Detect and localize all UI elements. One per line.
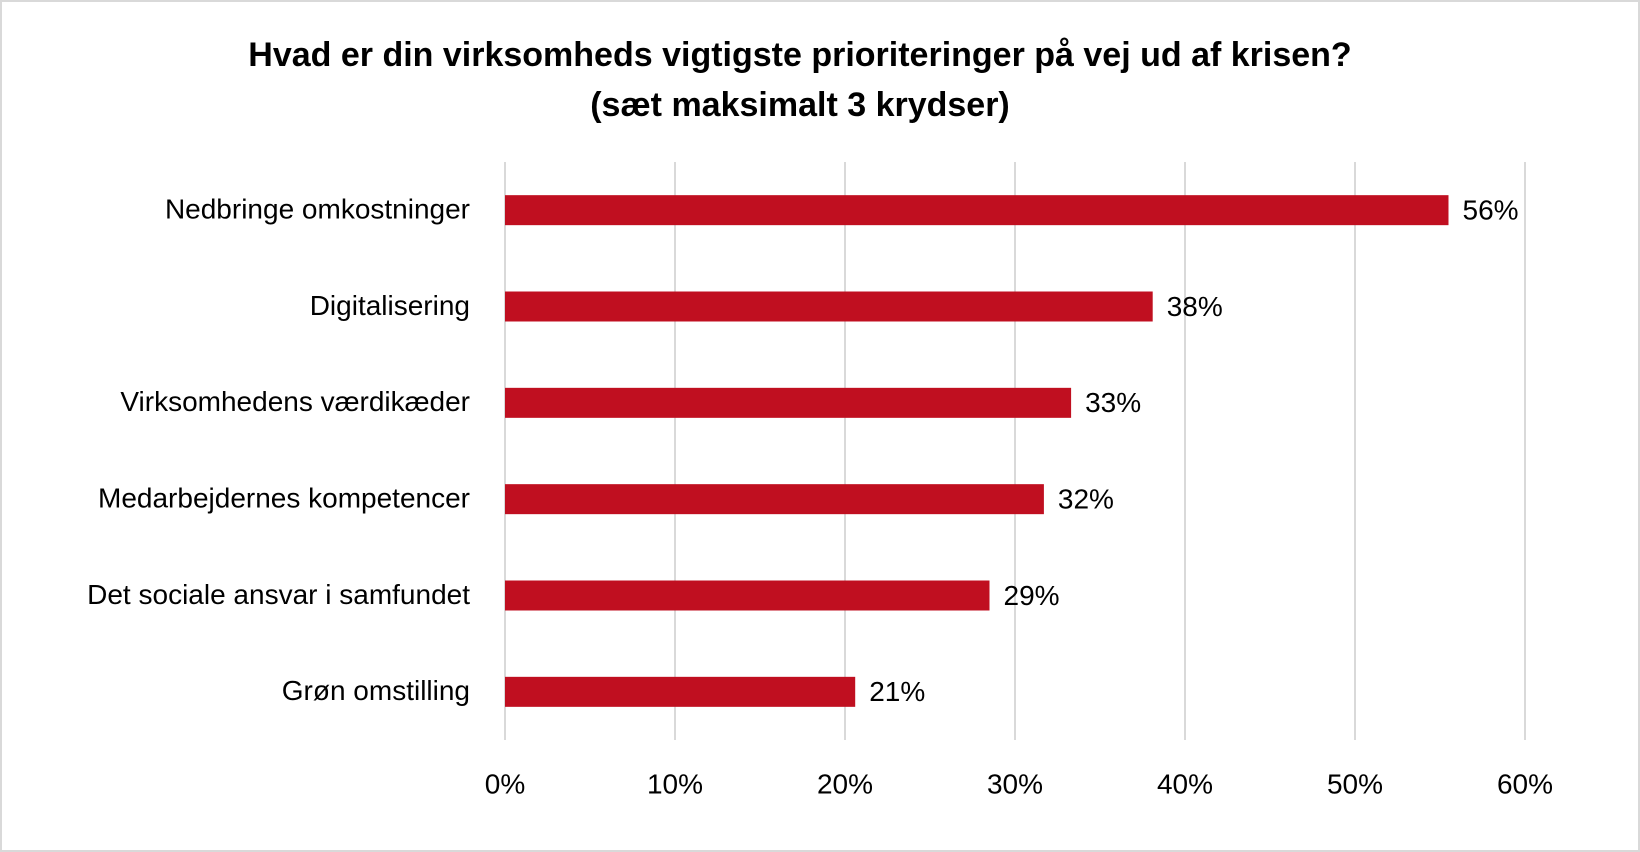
chart-title: Hvad er din virksomheds vigtigste priori… <box>248 36 1351 74</box>
bar <box>505 195 1449 226</box>
data-label: 38% <box>1167 291 1223 322</box>
bar <box>505 580 990 611</box>
y-tick-label: Grøn omstilling <box>282 675 470 706</box>
y-tick-label: Nedbringe omkostninger <box>165 194 470 225</box>
chart-subtitle: (sæt maksimalt 3 krydser) <box>590 86 1010 124</box>
bar <box>505 291 1153 322</box>
y-tick-label: Digitalisering <box>310 290 470 321</box>
data-label: 32% <box>1058 484 1114 515</box>
y-tick-label: Virksomhedens værdikæder <box>120 386 470 417</box>
data-label: 56% <box>1463 195 1519 226</box>
bar <box>505 676 856 707</box>
x-tick-label: 20% <box>817 768 873 799</box>
bar <box>505 484 1044 515</box>
data-label: 29% <box>1004 580 1060 611</box>
x-tick-label: 60% <box>1497 768 1553 799</box>
x-tick-label: 0% <box>485 768 525 799</box>
data-label: 33% <box>1085 387 1141 418</box>
bar <box>505 387 1072 418</box>
y-tick-label: Medarbejdernes kompetencer <box>98 483 470 514</box>
x-tick-label: 10% <box>647 768 703 799</box>
x-tick-label: 30% <box>987 768 1043 799</box>
x-tick-label: 50% <box>1327 768 1383 799</box>
x-tick-label: 40% <box>1157 768 1213 799</box>
data-label: 21% <box>869 676 925 707</box>
y-tick-label: Det sociale ansvar i samfundet <box>87 579 470 610</box>
